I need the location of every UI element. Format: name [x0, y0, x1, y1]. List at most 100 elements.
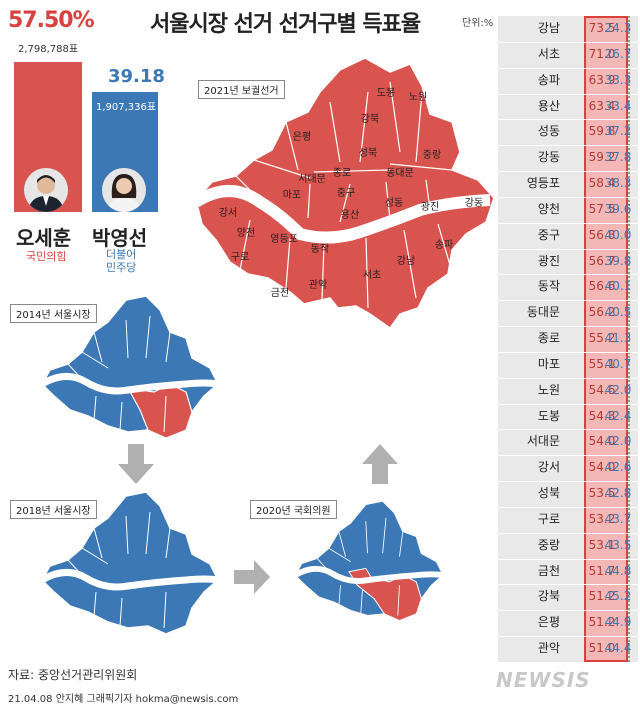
park-photo [102, 168, 146, 212]
park-value: 33.4 [604, 98, 632, 113]
oh-value: 73.5 [588, 21, 616, 35]
district-label-seongdong: 성동 [385, 197, 403, 209]
oh-value: 56.7 [588, 253, 616, 268]
row-divider [498, 377, 638, 379]
district-name: 서대문 [526, 434, 560, 449]
district-name: 도봉 [537, 408, 560, 423]
district-label-gwangjin: 광진 [421, 201, 439, 213]
table-row: 동대문 56.2 40.5 [498, 300, 638, 326]
row-divider [498, 532, 638, 534]
park-votes: 1,907,336표 [96, 102, 157, 113]
row-divider [498, 222, 638, 224]
oh-value: 54.3 [588, 408, 616, 423]
park-value: 40.0 [604, 227, 632, 242]
park-value: 44.8 [604, 563, 632, 578]
park-pct: 39.18 [108, 66, 165, 87]
district-label-yongsan: 용산 [341, 209, 359, 221]
oh-value: 59.8 [588, 124, 616, 139]
row-divider [498, 610, 638, 612]
park-value: 40.5 [604, 305, 632, 320]
oh-value: 56.8 [588, 227, 616, 242]
table-row: 영등포 58.4 38.3 [498, 171, 638, 197]
row-divider [498, 119, 638, 121]
oh-value: 51.2 [588, 589, 616, 604]
district-name: 강서 [537, 460, 560, 475]
park-value: 39.6 [604, 201, 632, 216]
table-row: 성북 53.5 42.8 [498, 481, 638, 507]
table-row: 강북 51.2 45.2 [498, 584, 638, 610]
oh-value: 58.4 [588, 176, 616, 191]
map-2018 [36, 488, 226, 640]
results-rows: 강남 73.5 24.3 서초 71.0 26.7 송파 63.9 33.3 용산 63.4 33.4… [498, 16, 638, 662]
row-divider [498, 145, 638, 147]
district-name: 광진 [537, 253, 560, 268]
map-label-2021: 2021년 보궐선거 [198, 80, 285, 99]
table-row: 강서 54.0 42.6 [498, 455, 638, 481]
oh-value: 59.2 [588, 150, 616, 165]
district-label-seocho: 서초 [363, 269, 381, 281]
park-value: 33.3 [604, 72, 632, 87]
newsis-logo: NEWSIS [496, 668, 591, 692]
table-row: 마포 55.1 40.7 [498, 351, 638, 378]
district-label-dongdaemun: 동대문 [386, 167, 414, 179]
district-name: 마포 [537, 356, 560, 371]
district-name: 금천 [537, 563, 560, 578]
district-name: 성북 [537, 486, 560, 501]
park-value: 44.9 [604, 615, 632, 630]
district-name: 동작 [537, 279, 560, 294]
district-label-jungnang: 중랑 [423, 149, 441, 161]
oh-value: 54.0 [588, 434, 616, 449]
table-row: 구로 53.2 43.7 [498, 506, 638, 533]
source-text: 자료: 중앙선거관리위원회 [8, 668, 138, 682]
park-name: 박영선 [92, 226, 148, 250]
district-name: 양천 [537, 201, 560, 216]
park-value: 40.7 [604, 356, 632, 371]
row-divider [498, 636, 638, 638]
district-label-dongjak: 동작 [311, 243, 329, 255]
oh-value: 55.2 [588, 331, 616, 346]
row-divider [498, 403, 638, 405]
table-row: 금천 51.7 44.8 [498, 558, 638, 585]
row-divider [498, 41, 638, 43]
table-row: 양천 57.5 39.6 [498, 196, 638, 223]
district-name: 관악 [537, 641, 560, 656]
district-label-mapo: 마포 [283, 189, 301, 201]
row-divider [498, 171, 638, 173]
table-row: 강동 59.2 37.8 [498, 145, 638, 171]
row-divider [498, 351, 638, 353]
park-value: 43.5 [604, 537, 632, 552]
oh-value: 57.5 [588, 201, 616, 216]
table-row: 송파 63.9 33.3 [498, 67, 638, 94]
row-divider [498, 429, 638, 431]
table-row: 강남 73.5 24.3 [498, 16, 638, 42]
row-divider [498, 326, 638, 328]
oh-value: 54.6 [588, 382, 616, 397]
district-name: 노원 [537, 382, 560, 397]
oh-value: 63.9 [588, 72, 616, 87]
park-value: 42.0 [604, 434, 632, 449]
district-name: 중랑 [537, 537, 560, 552]
park-party-line1: 더불어 [106, 248, 137, 261]
district-label-jongno: 종로 [333, 167, 351, 179]
district-name: 은평 [537, 615, 560, 630]
map-2014 [36, 292, 226, 444]
table-row: 동작 56.6 40.1 [498, 274, 638, 300]
district-name: 중구 [537, 227, 560, 242]
table-row: 중구 56.8 40.0 [498, 222, 638, 249]
arrow-down-icon [118, 444, 154, 488]
oh-value: 54.0 [588, 460, 616, 475]
row-divider [498, 455, 638, 457]
district-label-guro: 구로 [231, 252, 249, 263]
district-label-gangbuk: 강북 [361, 113, 379, 125]
oh-name: 오세훈 [16, 226, 72, 250]
row-divider [498, 584, 638, 586]
district-label-gwanak: 관악 [309, 279, 327, 291]
oh-value: 51.2 [588, 615, 616, 630]
district-label-gangdong: 강동 [465, 197, 483, 209]
unit-label: 단위:% [462, 18, 494, 29]
table-row: 은평 51.2 44.9 [498, 610, 638, 636]
row-divider [498, 506, 638, 508]
park-value: 44.4 [604, 641, 632, 656]
district-name: 강동 [537, 150, 560, 165]
district-label-dobong: 도봉 [377, 87, 395, 99]
